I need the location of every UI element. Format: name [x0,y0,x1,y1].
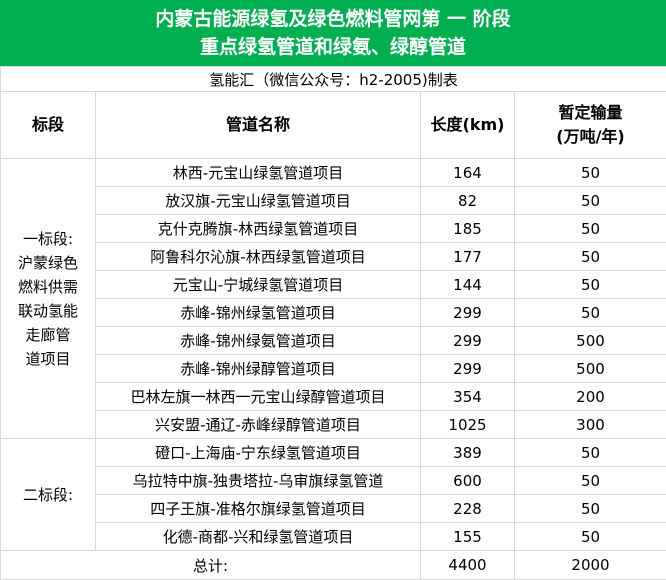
segment-label: 二标段: [1,439,96,551]
cell-volume: 50 [515,299,666,327]
cell-name: 兴安盟-通辽-赤峰绿醇管道项目 [96,411,421,439]
cell-name: 乌拉特中旗-独贵塔拉-乌审旗绿氢管道 [96,467,421,495]
cell-volume: 50 [515,187,666,215]
cell-volume: 50 [515,439,666,467]
cell-name: 阿鲁科尔沁旗-林西绿氢管道项目 [96,243,421,271]
cell-volume: 200 [515,383,666,411]
title-line-1: 内蒙古能源绿氢及绿色燃料管网第 一 阶段 [0,5,666,33]
cell-volume: 50 [515,523,666,551]
cell-name: 四子王旗-准格尔旗绿氢管道项目 [96,495,421,523]
cell-volume: 50 [515,215,666,243]
cell-length: 600 [421,467,515,495]
header-name: 管道名称 [96,92,421,159]
cell-length: 185 [421,215,515,243]
cell-name: 赤峰-锦州绿氢管道项目 [96,299,421,327]
cell-volume: 300 [515,411,666,439]
cell-length: 299 [421,327,515,355]
table-title: 内蒙古能源绿氢及绿色燃料管网第 一 阶段 重点绿氢管道和绿氨、绿醇管道 [0,0,666,66]
cell-length: 389 [421,439,515,467]
header-length: 长度(km) [421,92,515,159]
cell-length: 82 [421,187,515,215]
cell-name: 赤峰-锦州绿氨管道项目 [96,327,421,355]
cell-length: 299 [421,299,515,327]
cell-length: 228 [421,495,515,523]
cell-length: 164 [421,159,515,187]
header-volume: 暂定输量 (万吨/年) [515,92,666,159]
cell-length: 177 [421,243,515,271]
cell-name: 巴林左旗一林西一元宝山绿醇管道项目 [96,383,421,411]
cell-volume: 50 [515,271,666,299]
cell-volume: 50 [515,467,666,495]
cell-name: 林西-元宝山绿氢管道项目 [96,159,421,187]
total-volume: 2000 [515,551,666,580]
cell-length: 354 [421,383,515,411]
total-label: 总计: [1,551,421,580]
credit-text: 氢能汇（微信公众号：h2-2005)制表 [1,67,666,92]
cell-name: 赤峰-锦州绿醇管道项目 [96,355,421,383]
total-length: 4400 [421,551,515,580]
cell-volume: 50 [515,495,666,523]
segment-label: 一标段: 沪蒙绿色 燃料供需 联动氢能 走廊管 道项目 [1,159,96,439]
cell-name: 化德-商都-兴和绿氢管道项目 [96,523,421,551]
cell-name: 克什克腾旗-林西绿氢管道项目 [96,215,421,243]
cell-name: 元宝山-宁城绿氢管道项目 [96,271,421,299]
cell-volume: 50 [515,159,666,187]
cell-length: 299 [421,355,515,383]
cell-name: 磴口-上海庙-宁东绿氢管道项目 [96,439,421,467]
pipeline-table: 氢能汇（微信公众号：h2-2005)制表 标段 管道名称 长度(km) 暂定输量… [0,66,666,580]
cell-volume: 50 [515,243,666,271]
cell-length: 144 [421,271,515,299]
cell-length: 1025 [421,411,515,439]
cell-volume: 500 [515,355,666,383]
cell-name: 放汉旗-元宝山绿氢管道项目 [96,187,421,215]
cell-length: 155 [421,523,515,551]
cell-volume: 500 [515,327,666,355]
title-line-2: 重点绿氢管道和绿氨、绿醇管道 [0,33,666,61]
header-segment: 标段 [1,92,96,159]
